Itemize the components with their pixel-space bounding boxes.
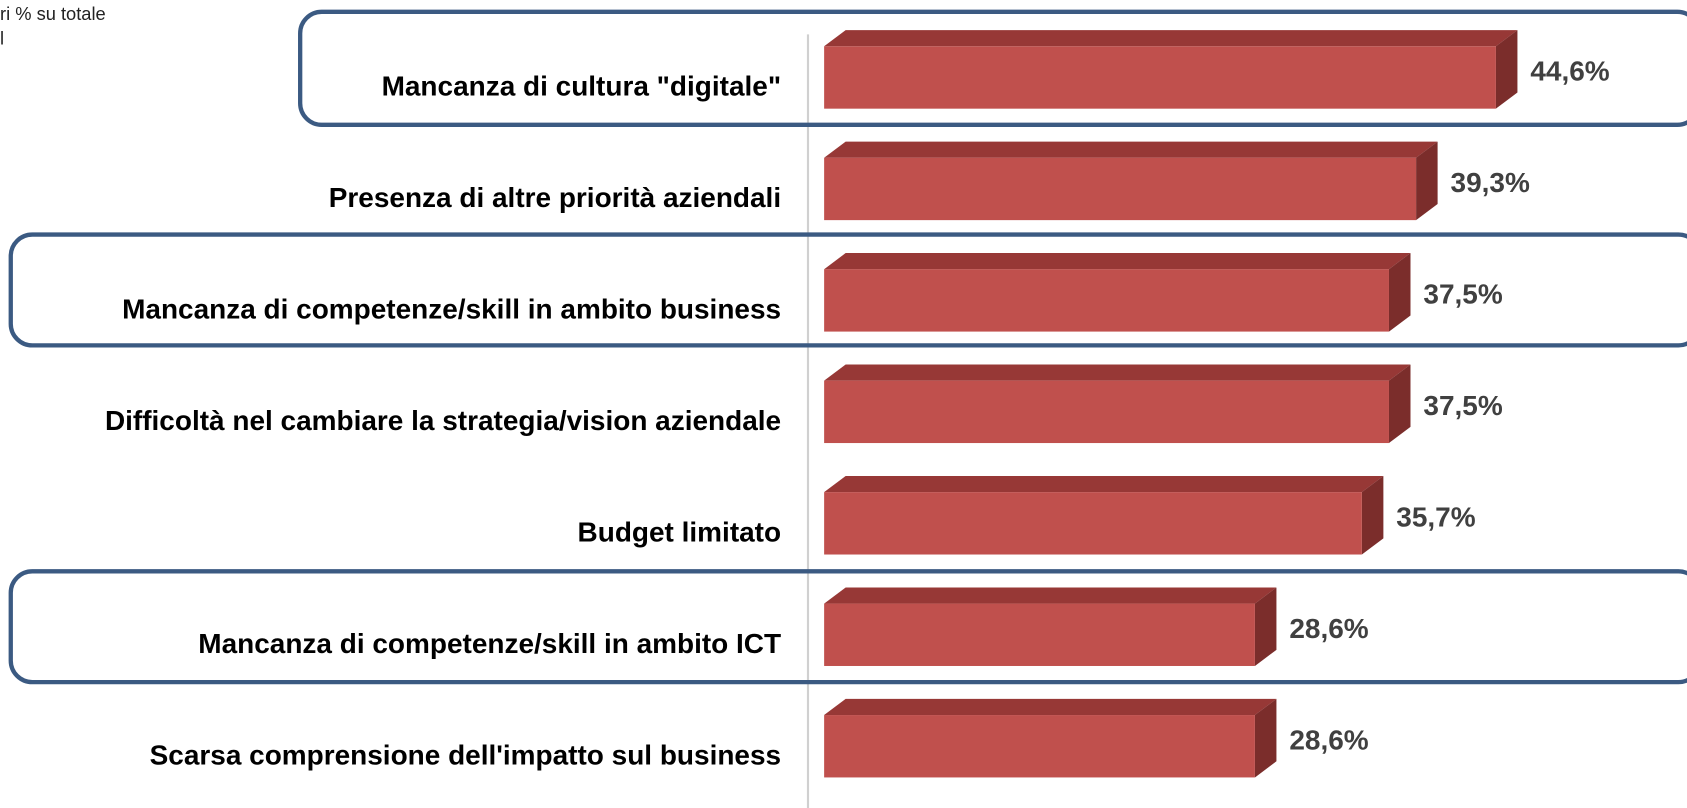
highlights: [8, 9, 1687, 685]
bar-top: [824, 141, 1438, 158]
bar: [824, 46, 1496, 109]
bar-top: [824, 253, 1411, 270]
bar-top: [824, 30, 1518, 47]
bar-top: [824, 475, 1384, 493]
highlight-box: [8, 232, 1687, 348]
value-label: 39,3%: [1451, 167, 1530, 198]
highlight-box: [8, 569, 1687, 685]
category-label: Mancanza di competenze/skill in ambito b…: [122, 294, 781, 325]
bar: [824, 492, 1362, 555]
bar-top: [824, 698, 1277, 716]
category-label: Presenza di altre priorità aziendali: [329, 182, 781, 213]
value-label: 37,5%: [1423, 278, 1502, 309]
bar: [824, 380, 1389, 444]
category-label: Mancanza di cultura "digitale": [382, 71, 782, 102]
category-label: Mancanza di competenze/skill in ambito I…: [198, 628, 781, 659]
value-label: 35,7%: [1396, 501, 1475, 532]
bar: [824, 157, 1417, 221]
value-label: 28,6%: [1289, 613, 1368, 644]
bar-side: [1254, 587, 1277, 666]
bar: [824, 269, 1389, 332]
subtitle: ri % su totale: [0, 3, 106, 24]
category-label: Budget limitato: [578, 516, 782, 547]
value-label: 44,6%: [1530, 56, 1609, 87]
highlight-box: [298, 9, 1687, 127]
bar: [824, 603, 1255, 666]
bar-side: [1388, 364, 1411, 444]
bar-side: [1388, 253, 1411, 332]
bars: 44,6% Mancanza di cultura "digitale" 39,3%…: [105, 30, 1610, 778]
bar-side: [1495, 30, 1518, 109]
subtitle: l: [0, 28, 4, 49]
category-label: Scarsa comprensione dell'impatto sul bus…: [150, 739, 781, 770]
bar-top: [824, 587, 1277, 604]
bar-side: [1361, 475, 1384, 555]
value-label: 37,5%: [1423, 390, 1502, 421]
bar-side: [1416, 141, 1438, 221]
category-label: Difficoltà nel cambiare la strategia/vis…: [105, 405, 781, 436]
bar: [824, 715, 1255, 778]
value-label: 28,6%: [1289, 724, 1368, 755]
bar-top: [824, 364, 1411, 381]
bar-side: [1254, 698, 1277, 778]
